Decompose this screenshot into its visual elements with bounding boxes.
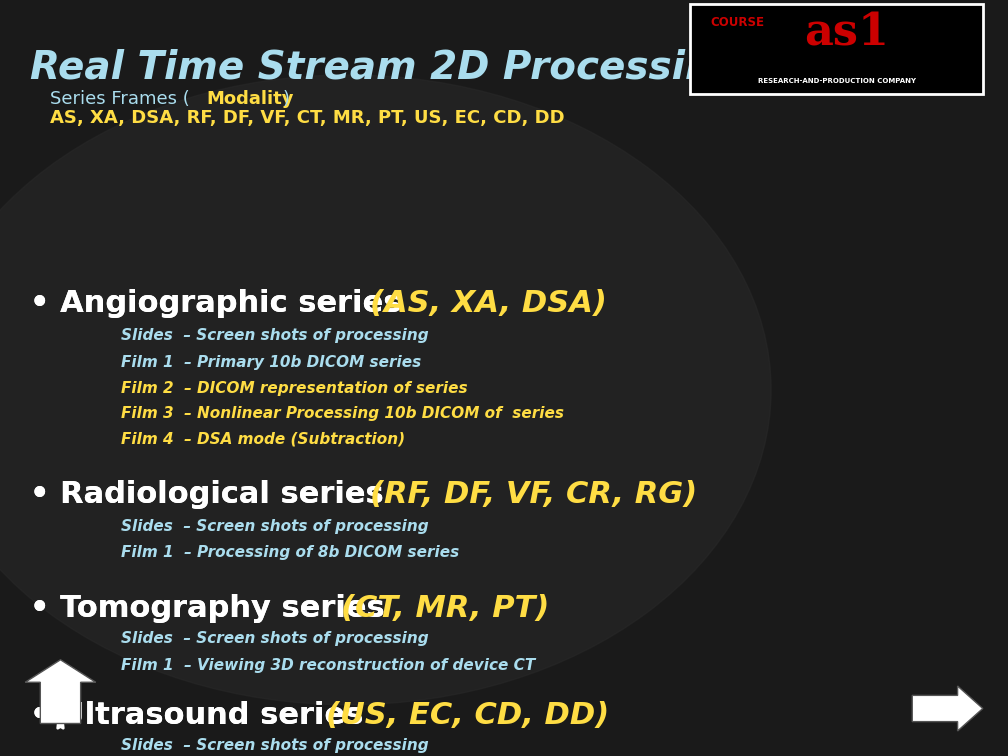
Text: (AS, XA, DSA): (AS, XA, DSA): [370, 289, 607, 318]
Text: • Ultrasound series: • Ultrasound series: [30, 701, 374, 730]
Text: • Ultrasound series: • Ultrasound series: [30, 701, 374, 730]
Text: Film 2  – DICOM representation of series: Film 2 – DICOM representation of series: [121, 381, 468, 396]
Text: • Tomography series: • Tomography series: [30, 593, 406, 623]
Text: • Radiological series: • Radiological series: [30, 480, 405, 509]
Text: ): ): [282, 90, 289, 108]
Text: Film 1  – Viewing 3D reconstruction of device CT: Film 1 – Viewing 3D reconstruction of de…: [121, 658, 535, 673]
FancyArrow shape: [25, 660, 96, 723]
Text: • Angiographic series: • Angiographic series: [30, 289, 423, 318]
Text: (CT, MR, PT): (CT, MR, PT): [341, 593, 549, 623]
Text: AS, XA, DSA, RF, DF, VF, CT, MR, PT, US, EC, CD, DD: AS, XA, DSA, RF, DF, VF, CT, MR, PT, US,…: [50, 109, 565, 127]
Text: Slides  – Screen shots of processing: Slides – Screen shots of processing: [121, 328, 428, 343]
Text: • Tomography series: • Tomography series: [30, 593, 406, 623]
Text: Film 1  – Primary 10b DICOM series: Film 1 – Primary 10b DICOM series: [121, 355, 421, 370]
Text: Modality: Modality: [207, 90, 294, 108]
Text: • Ultrasound series (US, EC, CD, DD): • Ultrasound series (US, EC, CD, DD): [30, 701, 657, 730]
Text: Slides  – Screen shots of processing: Slides – Screen shots of processing: [121, 519, 428, 534]
Text: Film 1  – Processing of 8b DICOM series: Film 1 – Processing of 8b DICOM series: [121, 545, 460, 560]
Text: • Angiographic series  (AS, XA, DSA): • Angiographic series (AS, XA, DSA): [30, 289, 660, 318]
Text: • Angiographic series: • Angiographic series: [30, 289, 423, 318]
Text: (RF, DF, VF, CR, RG): (RF, DF, VF, CR, RG): [370, 480, 698, 509]
Text: Slides  – Screen shots of processing: Slides – Screen shots of processing: [121, 739, 428, 754]
Text: Slides  – Screen shots of processing: Slides – Screen shots of processing: [121, 631, 428, 646]
Text: Film 4  – DSA mode (Subtraction): Film 4 – DSA mode (Subtraction): [121, 432, 405, 447]
FancyBboxPatch shape: [690, 4, 983, 94]
Text: as1: as1: [804, 11, 889, 54]
Circle shape: [0, 75, 771, 705]
Text: Real Time Stream 2D Processing: Real Time Stream 2D Processing: [30, 48, 741, 87]
Text: • Radiological series  (RF, DF, VF, CR, RG): • Radiological series (RF, DF, VF, CR, R…: [30, 480, 737, 509]
Text: RESEARCH-AND-PRODUCTION COMPANY: RESEARCH-AND-PRODUCTION COMPANY: [758, 78, 915, 84]
Text: COURSE: COURSE: [711, 17, 765, 29]
Text: • Tomography series  (CT, MR, PT): • Tomography series (CT, MR, PT): [30, 593, 615, 623]
FancyArrow shape: [912, 686, 983, 731]
Text: • Radiological series: • Radiological series: [30, 480, 405, 509]
Text: (US, EC, CD, DD): (US, EC, CD, DD): [326, 701, 609, 730]
Text: Film 3  – Nonlinear Processing 10b DICOM of  series: Film 3 – Nonlinear Processing 10b DICOM …: [121, 407, 563, 421]
Text: Series Frames (: Series Frames (: [50, 90, 191, 108]
